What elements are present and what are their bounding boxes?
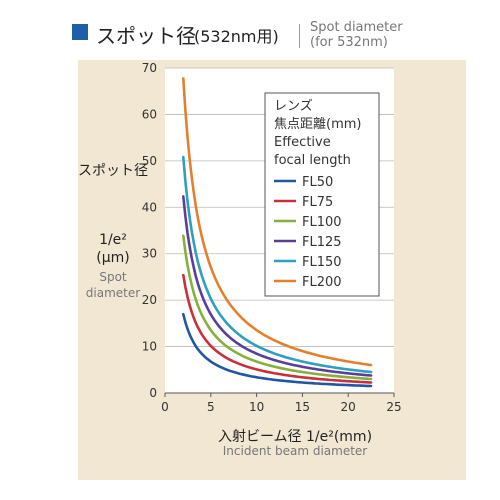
y-tick-label-20: 20 — [142, 293, 157, 307]
y-tick-label-60: 60 — [142, 107, 157, 121]
title-english-line2: (for 532nm) — [310, 35, 388, 50]
x-tick-label-10: 10 — [249, 400, 264, 414]
title-japanese: スポット径 — [96, 24, 196, 48]
title-square-icon — [72, 24, 88, 40]
x-axis-label: 入射ビーム径 1/e²(mm) — [217, 429, 373, 445]
legend-title-line-1: レンズ — [274, 98, 313, 114]
x-tick-label-25: 25 — [386, 400, 401, 414]
title-english: Spot diameter (for 532nm) — [310, 20, 403, 50]
y-tick-label-10: 10 — [142, 340, 157, 354]
series-line-fl200 — [182, 77, 373, 367]
legend-label-fl100: FL100 — [302, 215, 342, 230]
y-tick-label-40: 40 — [142, 200, 157, 214]
chart-header: スポット径 (532nm用) Spot diameter (for 532nm) — [72, 18, 492, 58]
x-tick-label-5: 5 — [207, 400, 215, 414]
legend-title-line-3: Effective — [274, 135, 331, 150]
series-line-fl125 — [182, 195, 373, 377]
y-tick-label-0: 0 — [149, 386, 157, 400]
legend-label-fl75: FL75 — [302, 195, 333, 210]
series-line-fl150 — [182, 155, 373, 374]
legend-title-line-4: focal length — [274, 153, 351, 168]
x-tick-label-20: 20 — [341, 400, 356, 414]
x-axis-label-en: Incident beam diameter — [222, 444, 368, 458]
x-tick-label-15: 15 — [295, 400, 310, 414]
y-axis-label-line3: (μm) — [96, 250, 130, 266]
series-line-fl75 — [182, 273, 373, 384]
y-axis-label-line1: スポット径 — [78, 163, 148, 179]
y-tick-label-30: 30 — [142, 247, 157, 261]
legend-label-fl50: FL50 — [302, 175, 333, 190]
y-axis-label-en-line2: diameter — [85, 286, 141, 300]
series-line-fl50 — [182, 312, 373, 388]
legend-label-fl150: FL150 — [302, 255, 342, 270]
legend-label-fl200: FL200 — [302, 275, 342, 290]
legend-title-line-2: 焦点距離(mm) — [274, 117, 361, 132]
y-tick-label-70: 70 — [142, 61, 157, 75]
title-japanese-sub: (532nm用) — [194, 27, 279, 46]
y-tick-label-50: 50 — [142, 154, 157, 168]
y-axis-label-line2: 1/e² — [99, 232, 127, 248]
legend-label-fl125: FL125 — [302, 235, 342, 250]
x-tick-label-0: 0 — [161, 400, 169, 414]
title-separator — [299, 24, 300, 48]
title-english-line1: Spot diameter — [310, 20, 403, 35]
y-axis-label-en-line1: Spot — [99, 270, 127, 284]
series-line-fl100 — [182, 234, 373, 381]
